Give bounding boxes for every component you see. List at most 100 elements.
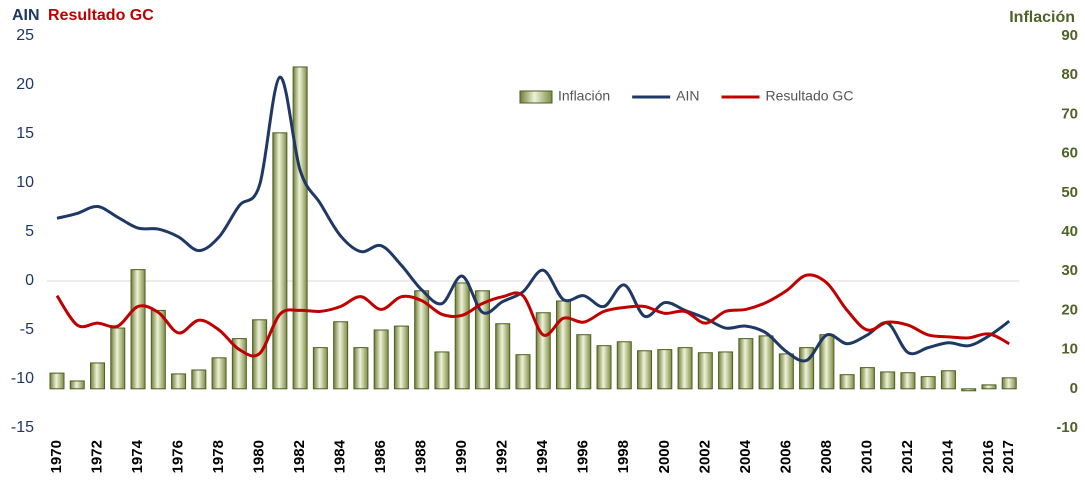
bar <box>616 341 632 390</box>
x-tick-label: 1972 <box>88 440 105 473</box>
y-tick-label: 20 <box>16 76 34 93</box>
y2-tick-label: 20 <box>1061 301 1078 318</box>
bar <box>900 372 916 390</box>
bar <box>778 353 794 390</box>
y-tick-label: -15 <box>11 419 34 436</box>
x-tick-label: 1980 <box>251 440 268 473</box>
legend-label: Resultado GC <box>766 88 854 104</box>
y2-tick-label: 90 <box>1061 27 1078 44</box>
x-tick-label: 2002 <box>696 440 713 473</box>
x-tick-label: 1984 <box>332 439 349 473</box>
bar <box>110 327 126 390</box>
bar <box>839 374 855 390</box>
bar <box>535 312 551 390</box>
x-tick-label: 1978 <box>210 440 227 473</box>
bar <box>211 357 227 390</box>
y2-tick-label: -10 <box>1056 419 1078 436</box>
x-tick-label: 1970 <box>48 440 65 473</box>
x-tick-label: 1990 <box>453 440 470 473</box>
x-tick-label: 2006 <box>777 440 794 473</box>
y-tick-label: 5 <box>25 223 34 240</box>
x-tick-label: 1974 <box>129 439 146 473</box>
bar <box>69 380 85 390</box>
bar <box>150 309 166 390</box>
y2-tick-label: 10 <box>1061 341 1078 358</box>
x-tick-label: 1996 <box>575 440 592 473</box>
bar <box>940 370 956 390</box>
bar <box>393 325 409 390</box>
bar <box>292 66 308 390</box>
bar <box>353 347 369 390</box>
legend-swatch <box>519 90 553 104</box>
x-tick-label: 2004 <box>737 439 754 473</box>
y2-tick-label: 30 <box>1061 262 1078 279</box>
y-tick-label: 15 <box>16 125 34 142</box>
title-ain: AIN <box>12 7 40 24</box>
bar <box>312 347 328 390</box>
x-tick-label: 2017 <box>1000 440 1017 473</box>
bar <box>697 352 713 390</box>
legend-label: AIN <box>676 88 699 104</box>
bar <box>333 321 349 390</box>
bar <box>677 347 693 390</box>
y2-title: Inflación <box>1009 9 1075 26</box>
bar <box>414 290 430 390</box>
bar <box>961 388 977 392</box>
x-tick-label: 1986 <box>372 440 389 473</box>
bar <box>657 349 673 390</box>
line <box>55 273 1010 358</box>
x-tick-label: 2014 <box>939 439 956 473</box>
bar <box>920 376 936 390</box>
bar <box>576 334 592 390</box>
x-tick-label: 2000 <box>656 440 673 473</box>
x-tick-label: 1982 <box>291 440 308 473</box>
y2-tick-label: 60 <box>1061 145 1078 162</box>
y2-tick-label: 80 <box>1061 66 1078 83</box>
x-tick-label: 2012 <box>899 440 916 473</box>
bar <box>637 350 653 390</box>
x-tick-label: 1998 <box>615 440 632 473</box>
y2-tick-label: 50 <box>1061 184 1078 201</box>
y-tick-label: 0 <box>25 272 34 289</box>
bar <box>758 335 774 390</box>
bar <box>130 269 146 390</box>
bar <box>474 290 490 390</box>
bar <box>859 367 875 390</box>
bar <box>718 351 734 390</box>
bar <box>272 132 288 390</box>
x-tick-label: 2010 <box>858 440 875 473</box>
x-tick-label: 2008 <box>818 440 835 473</box>
bar <box>515 354 531 390</box>
y-tick-label: -10 <box>11 370 34 387</box>
bar <box>596 345 612 390</box>
title-gc: Resultado GC <box>48 7 154 24</box>
bar <box>495 323 511 390</box>
bar <box>454 282 470 390</box>
x-tick-label: 1994 <box>534 439 551 473</box>
legend-label: Inflación <box>558 88 610 104</box>
y2-tick-label: 40 <box>1061 223 1078 240</box>
y-tick-label: 10 <box>16 174 34 191</box>
x-tick-label: 2016 <box>980 440 997 473</box>
line <box>56 75 1011 363</box>
bar <box>819 334 835 390</box>
bar <box>1001 377 1017 390</box>
bar <box>738 338 754 390</box>
x-tick-label: 1992 <box>494 440 511 473</box>
bar <box>556 300 571 390</box>
bar <box>981 384 997 390</box>
bar <box>373 329 389 390</box>
x-tick-label: 1988 <box>413 440 430 473</box>
bar <box>880 371 896 390</box>
y2-tick-label: 70 <box>1061 105 1078 122</box>
y-tick-label: 25 <box>16 27 34 44</box>
bar <box>171 373 187 390</box>
bar <box>191 369 207 390</box>
bar <box>49 372 65 390</box>
bar <box>434 351 450 390</box>
y2-tick-label: 0 <box>1070 380 1078 397</box>
bar <box>90 362 106 390</box>
x-tick-label: 1976 <box>170 440 187 473</box>
y-tick-label: -5 <box>20 321 34 338</box>
